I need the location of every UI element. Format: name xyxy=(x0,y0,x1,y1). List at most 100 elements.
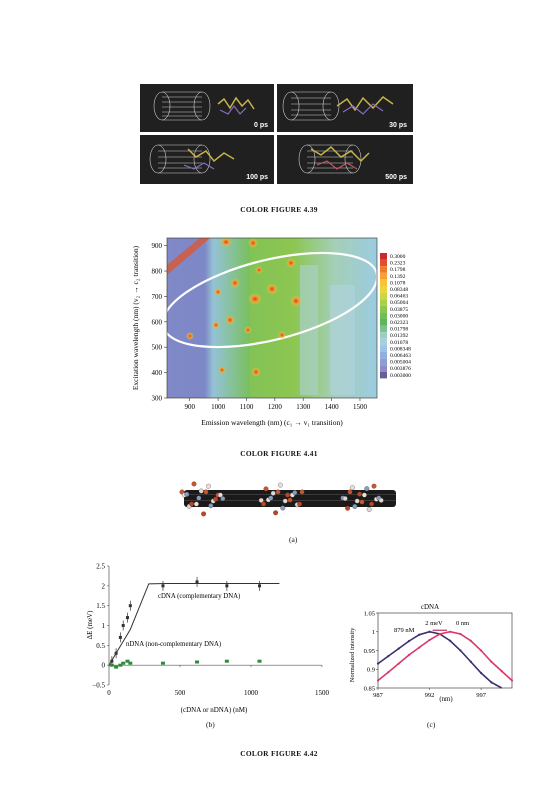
cdna-point xyxy=(195,580,199,584)
x-tick-label: 1400 xyxy=(325,403,340,411)
y-axis-label: Excitation wavelength (nm) (v₂ → c₂ tran… xyxy=(131,245,140,390)
panel-label-a: (a) xyxy=(289,535,298,544)
dna-bead xyxy=(277,482,283,488)
cdna-point xyxy=(161,584,165,588)
time-label: 100 ps xyxy=(246,174,268,181)
colorbar-label: 0.08348 xyxy=(390,287,408,293)
colorbar-swatch xyxy=(380,365,387,372)
y-tick-label: 2.5 xyxy=(96,563,105,571)
point-879nm xyxy=(479,671,483,675)
figure-caption-4-39: COLOR FIGURE 4.39 xyxy=(240,205,318,214)
colorbar-swatch xyxy=(380,266,387,273)
cdna-point xyxy=(118,635,122,639)
dna-bead xyxy=(299,489,305,495)
y-axis-label: ΔE (meV) xyxy=(86,610,94,639)
y-tick-label: 900 xyxy=(152,242,163,250)
colorbar-swatch xyxy=(380,338,387,346)
dna-bead xyxy=(184,491,190,497)
x-tick-label: 1500 xyxy=(315,689,330,697)
point-879nm xyxy=(490,681,493,684)
series-879nm xyxy=(377,630,503,689)
point-0nm xyxy=(469,639,472,642)
colorbar-label: 0.05004 xyxy=(390,300,408,306)
x-tick-label: 0 xyxy=(107,689,111,697)
md-snapshot-panel-100ps: 100 ps xyxy=(140,135,274,184)
x-tick-label: 1200 xyxy=(268,403,283,411)
dna-bead xyxy=(196,495,202,501)
normalized-intensity-chart: 0.85 0.9 0.95 1 1.05 987 992 997 cDNA 2 meV 879… xyxy=(349,603,514,703)
ndna-point xyxy=(257,659,262,663)
colorbar-swatch xyxy=(380,352,387,359)
point-0nm xyxy=(438,632,441,636)
colorbar-label: 0.02323 xyxy=(390,320,408,326)
colorbar-swatch xyxy=(380,292,387,300)
delta-e-vs-concentration-chart: −0.500.511.522.50 500 1000 1500 cDNA (compl… xyxy=(86,563,330,715)
colorbar-swatch xyxy=(380,272,387,280)
colorbar-swatch xyxy=(380,345,387,352)
dna-bead xyxy=(198,488,204,494)
dna-bead xyxy=(287,497,293,503)
y-tick-label: −0.5 xyxy=(92,682,105,690)
point-0nm xyxy=(418,646,421,649)
cdna-point xyxy=(258,584,262,588)
x-tick-label: 1500 xyxy=(353,403,368,411)
point-0nm xyxy=(500,670,503,673)
dna-bead xyxy=(354,498,360,504)
y-tick-label: 1.05 xyxy=(364,610,375,617)
dna-bead xyxy=(191,481,197,487)
point-879nm xyxy=(469,660,472,663)
colorbar-swatch xyxy=(380,371,387,379)
dna-bead xyxy=(280,505,286,511)
y-tick-label: 1 xyxy=(102,622,106,630)
time-label: 30 ps xyxy=(389,122,407,129)
nanotube-dna-illustration xyxy=(153,91,255,121)
time-label: 500 ps xyxy=(385,174,407,181)
x-axis-label: (cDNA or nDNA) (nM) xyxy=(181,706,248,714)
dna-bead xyxy=(347,489,353,495)
nanotube-dna-wrap-illustration xyxy=(179,481,396,517)
dna-bead xyxy=(361,492,367,498)
figure-caption-4-42: COLOR FIGURE 4.42 xyxy=(240,749,318,758)
dna-bead xyxy=(261,501,267,507)
colorbar-swatch xyxy=(380,286,387,293)
colorbar-label: 0.1078 xyxy=(390,280,406,286)
y-tick-label: 0.5 xyxy=(96,642,105,650)
colorbar-swatch xyxy=(380,319,387,326)
x-tick-label: 500 xyxy=(175,689,186,697)
nanotube-dna-illustration xyxy=(298,144,370,174)
dna-bead xyxy=(208,503,214,509)
colorbar-label: 0.03875 xyxy=(390,307,408,313)
colorbar-label: 0.1798 xyxy=(390,267,406,273)
colorbar-label: 0.006463 xyxy=(390,353,411,359)
point-0nm xyxy=(479,649,483,652)
colorbar-label: 0.3000 xyxy=(390,254,406,260)
ndna-point xyxy=(128,661,133,665)
dna-bead xyxy=(342,496,348,501)
colorbar-label: 0.2323 xyxy=(390,261,406,267)
series-0nm xyxy=(377,630,513,682)
point-0nm xyxy=(449,630,452,633)
dna-bead xyxy=(359,499,365,505)
y-tick-label: 0.9 xyxy=(367,667,375,674)
x-tick-label: 1000 xyxy=(211,403,226,411)
colorbar-label: 0.01078 xyxy=(390,340,408,346)
ndna-point xyxy=(195,660,200,664)
dna-bead xyxy=(366,506,372,512)
x-tick-label: 1300 xyxy=(296,403,311,411)
point-879nm xyxy=(397,647,400,650)
ndna-point xyxy=(118,663,123,667)
point-879nm xyxy=(407,640,411,643)
x-tick-label: 987 xyxy=(373,692,384,699)
cdna-point xyxy=(125,616,129,620)
dna-bead xyxy=(205,483,211,489)
colorbar-label: 0.003876 xyxy=(390,366,411,372)
cdna-point xyxy=(114,651,118,655)
dna-bead xyxy=(203,489,209,495)
colorbar-swatch xyxy=(380,253,387,260)
dna-bead xyxy=(285,492,291,498)
colorbar-swatch xyxy=(380,358,387,366)
panel-label-b: (b) xyxy=(206,720,215,729)
fit-line xyxy=(108,582,280,666)
dna-bead xyxy=(275,489,281,495)
point-879nm xyxy=(376,662,380,665)
